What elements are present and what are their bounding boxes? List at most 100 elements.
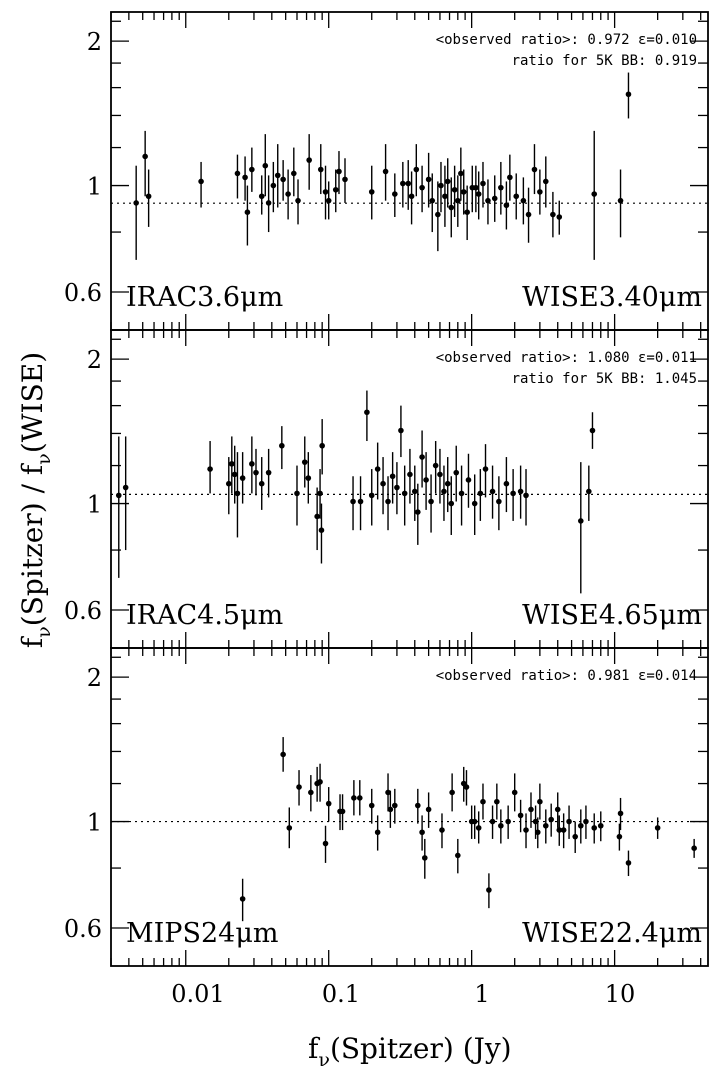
- data-point: [374, 466, 381, 472]
- y-tick-label: 1: [87, 173, 102, 201]
- data-point: [496, 498, 502, 505]
- data-point: [654, 825, 661, 831]
- data-point: [308, 789, 314, 796]
- data-point: [510, 490, 516, 497]
- data-point: [351, 795, 357, 801]
- data-point: [542, 822, 549, 829]
- data-point: [498, 184, 504, 191]
- data-point: [455, 197, 461, 204]
- data-point: [451, 186, 458, 193]
- x-ticks: [110, 12, 702, 330]
- data-point: [494, 798, 500, 805]
- data-point: [325, 197, 332, 204]
- data-point: [513, 193, 520, 200]
- data-point: [419, 454, 425, 460]
- panel-frame: [110, 647, 709, 967]
- data-points: [133, 72, 632, 260]
- data-point: [463, 784, 470, 790]
- left-instrument-label: IRAC4.5μm: [126, 600, 283, 631]
- data-point: [458, 490, 465, 497]
- data-point: [489, 488, 496, 495]
- data-point: [423, 477, 429, 483]
- y-ticks: [111, 20, 708, 293]
- data-point: [249, 166, 255, 173]
- left-instrument-label: IRAC3.6μm: [126, 282, 283, 313]
- y-tick-label: 2: [87, 346, 102, 374]
- data-point: [577, 822, 584, 829]
- data-point: [295, 197, 301, 204]
- data-point: [364, 409, 370, 416]
- right-instrument-label: WISE4.65μm: [522, 600, 702, 631]
- data-point: [556, 827, 563, 833]
- data-point: [437, 471, 443, 478]
- data-points: [239, 737, 697, 922]
- data-point: [279, 442, 285, 449]
- y-tick-label: 0.6: [64, 279, 102, 307]
- data-point: [411, 488, 418, 495]
- data-point: [449, 789, 455, 796]
- data-point: [475, 191, 482, 197]
- y-tick-label: 1: [87, 809, 102, 837]
- x-ticks: [110, 648, 702, 966]
- panel-bottom: 0.6 1 2 <observed ratio>: 0.981 ε=0.014 MIPS…: [64, 647, 709, 967]
- data-point: [325, 800, 332, 807]
- data-point: [480, 798, 486, 805]
- x-tick-labels: 0.01 0.1 1 10: [171, 980, 635, 1008]
- data-point: [534, 829, 541, 836]
- data-point: [432, 462, 439, 469]
- data-point: [548, 816, 554, 823]
- data-point: [244, 209, 251, 215]
- data-point: [415, 509, 421, 515]
- data-point: [265, 469, 272, 476]
- y-tick-labels: 0.6 1 2: [64, 28, 102, 307]
- data-point: [505, 818, 511, 825]
- data-point: [280, 751, 286, 758]
- data-point: [231, 471, 238, 478]
- data-point: [415, 802, 421, 809]
- data-point: [625, 91, 632, 98]
- data-point: [428, 498, 434, 505]
- data-point: [319, 442, 325, 449]
- data-point: [554, 806, 561, 813]
- data-point: [368, 189, 375, 195]
- data-point: [286, 825, 293, 831]
- data-point: [482, 466, 489, 472]
- data-point: [291, 170, 297, 177]
- data-point: [133, 200, 139, 206]
- y-tick-labels: 0.6 1 2: [64, 346, 102, 625]
- y-ticks: [111, 338, 708, 611]
- data-point: [394, 484, 400, 491]
- data-point: [262, 162, 269, 169]
- data-point: [249, 461, 255, 467]
- data-point: [207, 466, 213, 472]
- data-point: [368, 492, 375, 499]
- data-point: [625, 860, 632, 866]
- data-point: [691, 845, 697, 851]
- data-point: [413, 166, 420, 173]
- annotation-observed-ratio: <observed ratio>: 0.981 ε=0.014: [436, 668, 697, 684]
- data-point: [460, 189, 467, 195]
- data-point: [425, 806, 432, 813]
- data-point: [532, 818, 539, 825]
- data-point: [597, 822, 604, 829]
- data-point: [523, 492, 529, 499]
- data-point: [617, 810, 624, 817]
- data-point: [453, 469, 460, 476]
- data-point: [455, 852, 461, 859]
- y-tick-label: 1: [87, 491, 102, 519]
- y-tick-label: 0.6: [64, 915, 102, 943]
- data-point: [142, 153, 148, 160]
- data-point: [566, 818, 572, 825]
- data-point: [350, 498, 356, 505]
- y-tick-labels: 0.6 1 2: [64, 664, 102, 943]
- data-point: [274, 172, 281, 179]
- data-point: [280, 176, 286, 183]
- y-tick-label: 2: [87, 28, 102, 56]
- data-point: [234, 170, 241, 177]
- data-point: [145, 193, 152, 200]
- data-point: [589, 427, 596, 434]
- data-point: [531, 166, 538, 173]
- data-point: [442, 193, 448, 200]
- data-point: [198, 178, 204, 185]
